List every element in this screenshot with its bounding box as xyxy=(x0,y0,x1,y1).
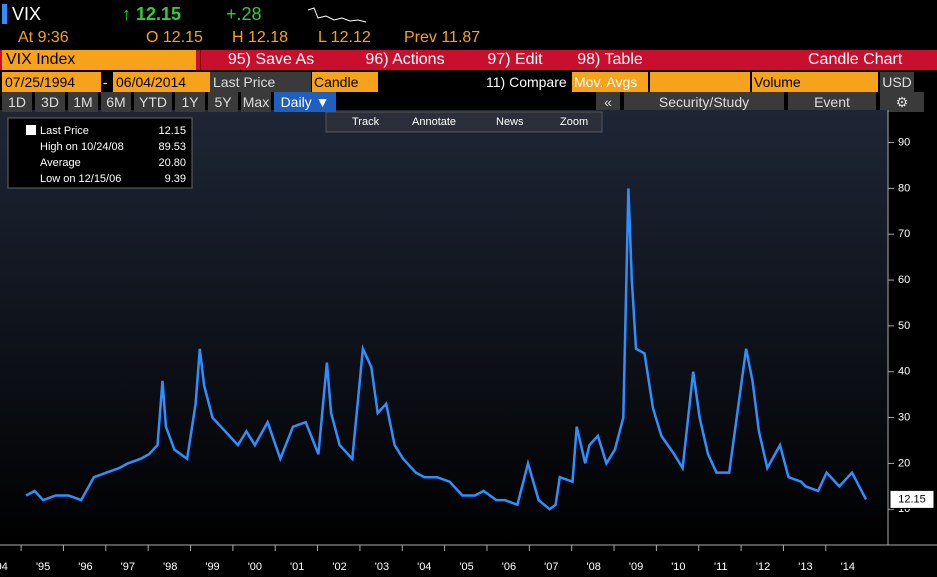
period-button[interactable]: 1Y xyxy=(175,92,205,112)
actions-button[interactable]: 96) Actions xyxy=(345,50,465,70)
security-study[interactable]: Security/Study xyxy=(624,92,784,112)
last: ↑ 12.15 xyxy=(122,4,182,24)
last-price-tag xyxy=(889,489,935,509)
field[interactable]: Last Price xyxy=(210,72,311,92)
volume[interactable]: Volume xyxy=(752,72,878,92)
x-tick-label: '05 xyxy=(459,561,473,573)
toolbar-bg xyxy=(325,111,603,133)
x-tick-label: '07 xyxy=(544,561,558,573)
security[interactable]: VIX Index xyxy=(2,50,196,70)
y-tick-label: 40 xyxy=(898,366,910,378)
legend-value: 20.80 xyxy=(158,157,186,169)
period-button[interactable]: YTD xyxy=(134,92,172,112)
x-tick-label: '02 xyxy=(332,561,346,573)
x-tick-label: '04 xyxy=(417,561,431,573)
legend-label: Last Price xyxy=(40,125,89,137)
save-button[interactable]: 95) Save As xyxy=(200,50,341,70)
style[interactable]: Candle xyxy=(312,72,378,92)
legend-label: High on 10/24/08 xyxy=(40,141,124,153)
x-tick-label: '01 xyxy=(290,561,304,573)
time: At 9:36 xyxy=(18,29,69,46)
y-tick-label: 50 xyxy=(898,320,910,332)
y-tick-label: 80 xyxy=(898,182,910,194)
end-date[interactable]: 06/04/2014 xyxy=(113,72,210,92)
period-button[interactable]: 1D xyxy=(2,92,32,112)
start-date[interactable]: 07/25/1994 xyxy=(2,72,101,92)
event[interactable]: Event xyxy=(788,92,876,112)
period-button[interactable]: 5Y xyxy=(208,92,238,112)
period-button[interactable]: 1M xyxy=(68,92,98,112)
change: +.28 xyxy=(226,4,262,24)
chart-tool[interactable]: Annotate xyxy=(412,116,456,128)
period-button[interactable]: 3D xyxy=(35,92,65,112)
x-tick-label: '11 xyxy=(714,561,728,573)
x-tick-label: '98 xyxy=(163,561,177,573)
dash: - xyxy=(103,74,108,90)
y-tick-label: 20 xyxy=(898,457,910,469)
x-tick-label: '12 xyxy=(756,561,770,573)
chart-name: Candle Chart xyxy=(808,51,903,68)
x-tick-label: '03 xyxy=(375,561,389,573)
y-tick-label: 60 xyxy=(898,274,910,286)
ticker: VIX xyxy=(12,4,42,24)
chart-tool[interactable]: Track xyxy=(352,116,380,128)
chart-tool[interactable]: News xyxy=(496,116,524,128)
y-tick-label: 90 xyxy=(898,136,910,148)
prev: Prev 11.87 xyxy=(404,29,481,46)
settings[interactable]: ⚙ xyxy=(880,92,924,112)
y-tick-label: 30 xyxy=(898,411,910,423)
sparkline xyxy=(308,7,367,23)
period-button[interactable]: 6M xyxy=(101,92,131,112)
x-tick-label: '94 xyxy=(0,561,8,573)
compare[interactable]: 11) Compare xyxy=(486,74,567,90)
legend-value: 12.15 xyxy=(158,125,186,137)
x-tick-label: '10 xyxy=(671,561,685,573)
period-button[interactable]: Daily ▼ xyxy=(274,92,336,112)
x-tick-label: '08 xyxy=(587,561,601,573)
last-price-label: 12.15 xyxy=(898,493,926,505)
collapse[interactable]: « xyxy=(596,92,620,112)
x-tick-label: '06 xyxy=(502,561,516,573)
x-tick-label: '95 xyxy=(36,561,50,573)
mov-avgs[interactable]: Mov. Avgs xyxy=(572,72,648,92)
chart-toolbar: Track Annotate News Zoom xyxy=(325,111,603,133)
table-button[interactable]: 98) Table xyxy=(565,50,655,70)
x-tick-label: '14 xyxy=(841,561,855,573)
field-blank xyxy=(650,72,750,92)
x-tick-label: '96 xyxy=(78,561,92,573)
x-tick-label: '13 xyxy=(798,561,812,573)
open: O 12.15 xyxy=(146,29,203,46)
legend-swatch xyxy=(26,125,36,135)
legend: Last Price 12.15 High on 10/24/08 89.53 Aver… xyxy=(7,117,193,189)
price-line xyxy=(25,188,868,511)
legend-label: Low on 12/15/06 xyxy=(40,173,121,185)
chart-tool[interactable]: Zoom xyxy=(560,116,588,128)
high: H 12.18 xyxy=(232,29,289,46)
marker xyxy=(2,4,7,24)
legend-label: Average xyxy=(40,157,81,169)
period-button[interactable]: Max xyxy=(241,92,271,112)
y-tick-label: 70 xyxy=(898,228,910,240)
currency[interactable]: USD xyxy=(880,72,914,92)
x-tick-label: '00 xyxy=(248,561,262,573)
legend-value: 9.39 xyxy=(165,173,186,185)
x-tick-label: '09 xyxy=(629,561,643,573)
chart: Track Annotate News Zoom Last Price 12.15 High… xyxy=(0,110,937,573)
low: L 12.12 xyxy=(318,29,371,46)
legend-value: 89.53 xyxy=(158,141,186,153)
legend-bg xyxy=(7,117,193,189)
x-tick-label: '99 xyxy=(205,561,219,573)
edit-button[interactable]: 97) Edit xyxy=(470,50,560,70)
x-tick-label: '97 xyxy=(121,561,135,573)
